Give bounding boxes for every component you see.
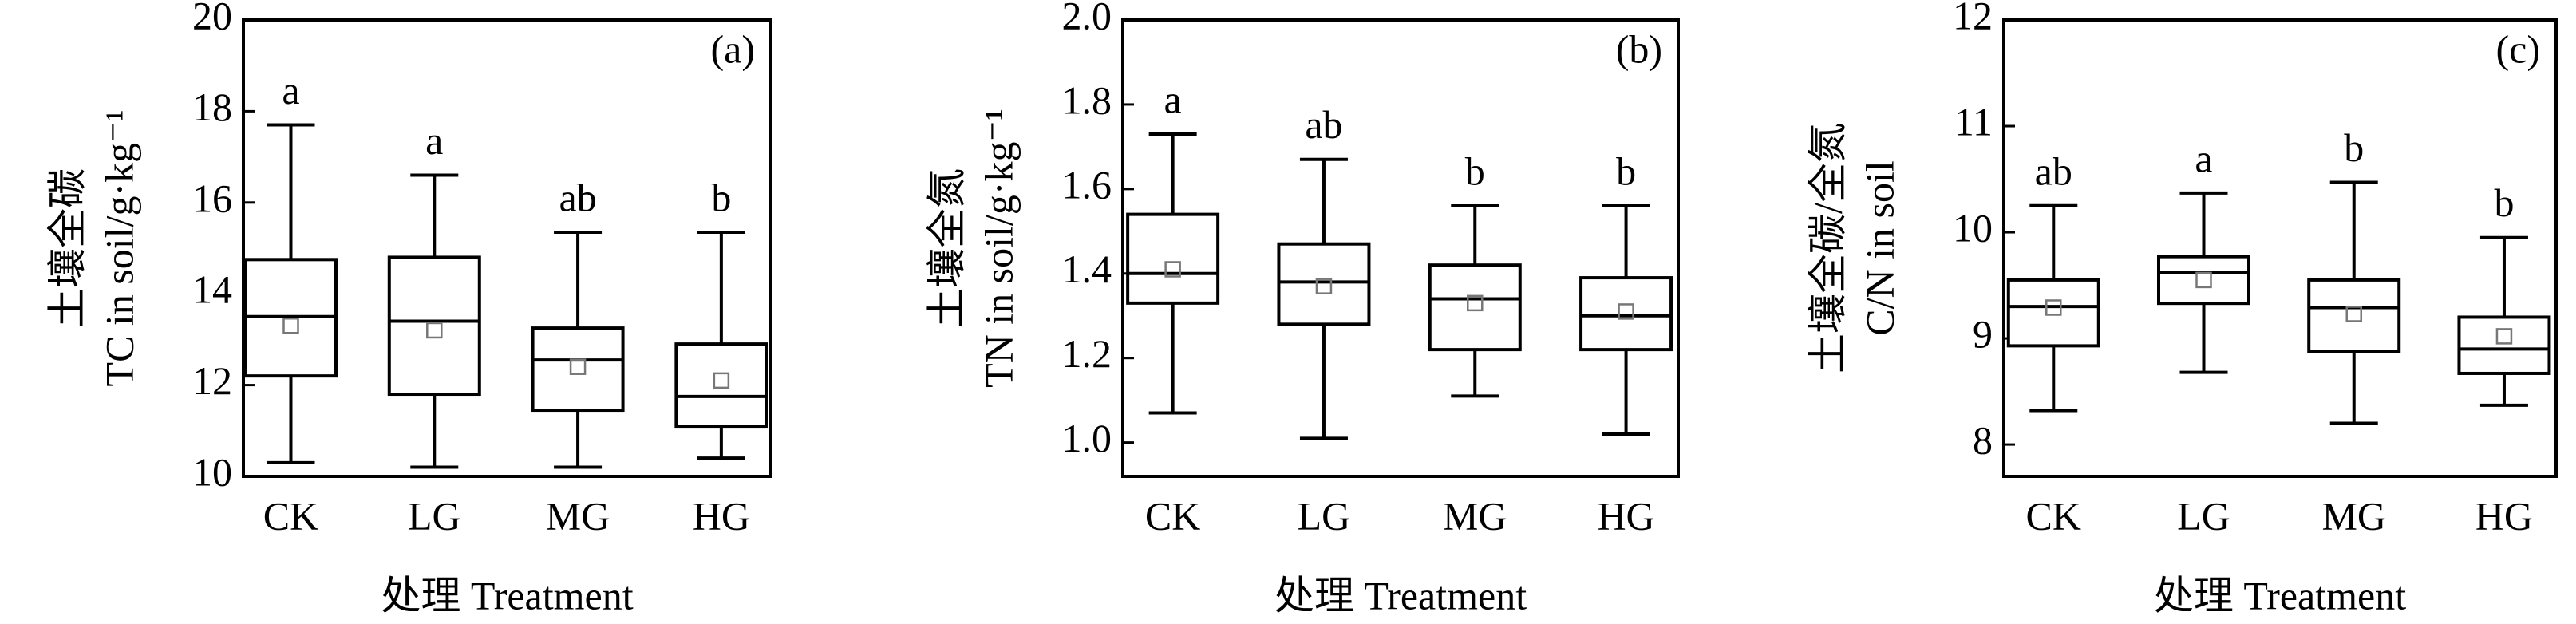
y-tick-label: 10 <box>192 449 232 494</box>
y-axis-label: C/N in soil <box>1857 160 1902 335</box>
significance-letter: a <box>282 68 299 113</box>
significance-letter: b <box>2344 125 2364 170</box>
x-tick-label: CK <box>1145 493 1200 538</box>
x-tick-label: CK <box>263 493 318 538</box>
x-tick-label: LG <box>408 493 461 538</box>
y-tick-label: 10 <box>1953 206 1993 251</box>
significance-letter: ab <box>2035 148 2072 193</box>
y-tick-label: 18 <box>192 85 232 129</box>
mean-marker <box>569 358 587 375</box>
mean-marker <box>1618 303 1634 320</box>
mean-marker <box>426 322 443 339</box>
x-tick-label: LG <box>2177 493 2230 538</box>
mean-marker <box>2195 271 2212 289</box>
box <box>2006 278 2100 348</box>
x-tick-label: MG <box>546 493 610 538</box>
y-tick-label: 12 <box>1953 0 1993 38</box>
y-axis-label: 土壤全碳/全氮 <box>1805 123 1850 373</box>
panel-label: (c) <box>2496 26 2541 71</box>
plot-frame <box>2002 18 2558 478</box>
y-tick-label: 20 <box>192 0 232 38</box>
significance-letter: b <box>2494 180 2514 225</box>
x-tick-label: HG <box>1597 493 1654 538</box>
box <box>2457 315 2551 375</box>
box <box>2157 255 2251 306</box>
mean-marker <box>713 372 730 389</box>
x-tick-label: MG <box>2321 493 2386 538</box>
mean-marker <box>2345 306 2362 322</box>
x-tick-label: HG <box>693 493 750 538</box>
box <box>387 255 481 397</box>
y-tick-label: 11 <box>1954 99 1993 144</box>
panel: 8 9 10 11 12 (c) 土壤全碳/全氮 C/N in soil 处理 Treatmen… <box>1805 0 2558 618</box>
x-tick-label: CK <box>2026 493 2081 538</box>
box <box>1126 212 1220 305</box>
x-axis-label: 处理 Treatment <box>381 573 633 618</box>
significance-letter: ab <box>559 175 596 219</box>
box <box>531 326 625 413</box>
y-tick-label: 16 <box>192 176 232 220</box>
mean-marker <box>282 317 299 334</box>
mean-marker <box>2495 328 2513 345</box>
box <box>2307 278 2401 353</box>
x-tick-label: MG <box>1443 493 1507 538</box>
mean-marker <box>1315 278 1333 294</box>
x-axis-label: 处理 Treatment <box>2154 573 2406 618</box>
y-tick-label: 1.6 <box>1062 162 1112 207</box>
x-axis-label: 处理 Treatment <box>1274 573 1527 618</box>
significance-letter: a <box>1164 77 1182 121</box>
y-tick-label: 1.4 <box>1062 247 1112 291</box>
x-tick-label: LG <box>1298 493 1351 538</box>
y-axis-label: TN in soil/g·kg⁻¹ <box>976 109 1021 388</box>
box <box>1579 276 1673 352</box>
significance-letter: ab <box>1305 102 1342 147</box>
y-tick-label: 2.0 <box>1062 0 1112 38</box>
plot-frame <box>1121 18 1680 478</box>
box <box>1277 242 1371 326</box>
significance-letter: b <box>711 175 731 219</box>
y-axis-label: 土壤全氮 <box>924 168 969 328</box>
y-axis-label: TC in soil/g·kg⁻¹ <box>97 110 141 387</box>
panel-label: (a) <box>711 26 756 71</box>
significance-letter: a <box>2195 136 2212 180</box>
significance-letter: b <box>1465 149 1485 194</box>
box <box>1428 263 1522 352</box>
y-axis-label: 土壤全碳 <box>45 168 89 328</box>
y-tick-label: 9 <box>1973 312 1993 357</box>
significance-letter: a <box>425 118 443 163</box>
y-tick-label: 8 <box>1973 418 1993 463</box>
y-tick-label: 12 <box>192 358 232 403</box>
significance-letter: b <box>1616 149 1636 194</box>
mean-marker <box>1467 294 1484 312</box>
y-tick-label: 1.0 <box>1062 416 1112 460</box>
y-tick-label: 1.8 <box>1062 77 1112 122</box>
plot-frame <box>242 18 772 478</box>
mean-marker <box>2045 299 2062 316</box>
panel: 10 12 14 16 18 20 (a) 土壤全碳 TC in soil/g·kg⁻¹ 处理 T… <box>45 0 772 618</box>
box <box>674 342 768 429</box>
panel-label: (b) <box>1616 26 1662 71</box>
y-tick-label: 1.2 <box>1062 331 1112 376</box>
x-tick-label: HG <box>2475 493 2533 538</box>
mean-marker <box>1164 261 1181 278</box>
panel: 1.0 1.2 1.4 1.6 1.8 2.0 (b) 土壤全氮 TN in soil/g·kg… <box>924 0 1680 618</box>
y-tick-label: 14 <box>192 267 232 312</box>
